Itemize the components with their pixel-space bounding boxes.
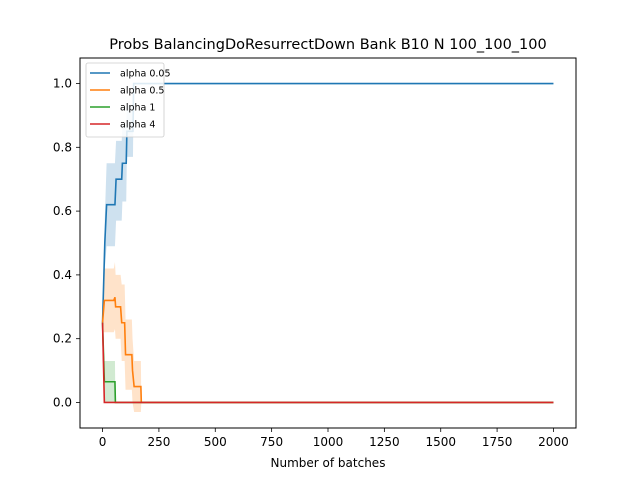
- y-tick-label: 1.0: [53, 77, 72, 91]
- y-tick-label: 0.2: [53, 332, 72, 346]
- y-tick-label: 0.4: [53, 268, 72, 282]
- x-tick-label: 0: [99, 435, 107, 449]
- legend-box: [85, 62, 165, 138]
- y-axis-ticks: 0.0 0.2 0.4 0.6 0.8 1.0: [53, 77, 80, 409]
- y-tick-label: 0.6: [53, 204, 72, 218]
- chart-title: Probs BalancingDoResurrectDown Bank B10 …: [109, 37, 546, 53]
- legend-label-1: alpha 0.5: [120, 86, 164, 97]
- y-tick-label: 0.8: [53, 140, 72, 154]
- x-tick-label: 750: [260, 435, 283, 449]
- line-series-3: [101, 322, 554, 404]
- x-tick-label: 250: [147, 435, 170, 449]
- line-series-1: [101, 296, 554, 404]
- x-tick-label: 1500: [425, 435, 456, 449]
- x-axis-ticks: 0 250 500 750 1000 1250 1500 1750 2000: [99, 428, 569, 449]
- y-tick-label: 0.0: [53, 395, 72, 409]
- x-tick-label: 1750: [482, 435, 513, 449]
- x-axis-label: Number of batches: [271, 456, 386, 470]
- legend-label-0: alpha 0.05: [120, 69, 171, 80]
- x-tick-label: 2000: [538, 435, 569, 449]
- x-tick-label: 500: [204, 435, 227, 449]
- x-tick-label: 1250: [369, 435, 400, 449]
- legend-label-2: alpha 1: [120, 103, 155, 114]
- legend-label-3: alpha 4: [120, 120, 155, 131]
- legend: alpha 0.05 alpha 0.5 alpha 1 alpha 4: [85, 62, 171, 138]
- x-tick-label: 1000: [313, 435, 344, 449]
